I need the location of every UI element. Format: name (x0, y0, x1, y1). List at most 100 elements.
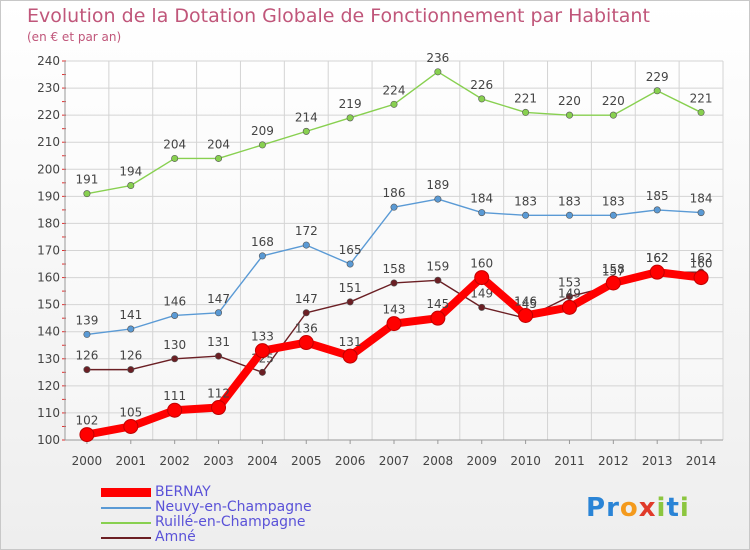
data-point (609, 111, 617, 119)
data-label: 184 (690, 192, 713, 206)
legend-swatch-ruille (101, 521, 151, 524)
data-label: 184 (470, 192, 493, 206)
data-label: 133 (251, 330, 274, 344)
data-point (653, 206, 661, 214)
data-label: 160 (690, 257, 713, 271)
y-tick-label: 160 (37, 271, 60, 285)
data-label: 186 (383, 186, 406, 200)
data-point (478, 95, 486, 103)
data-point (653, 87, 661, 95)
data-label: 131 (207, 335, 230, 349)
data-point (386, 316, 402, 332)
data-label: 214 (295, 110, 318, 124)
data-label: 226 (470, 78, 493, 92)
x-tick-label: 2011 (554, 454, 585, 468)
data-point (474, 270, 490, 286)
x-tick-label: 2001 (116, 454, 147, 468)
logo-letter: P (586, 493, 607, 523)
data-label: 111 (163, 389, 186, 403)
data-point (346, 260, 354, 268)
data-point (649, 264, 665, 280)
data-point (609, 211, 617, 219)
data-point (127, 325, 135, 333)
data-point (434, 68, 442, 76)
legend-label-bernay: BERNAY (155, 484, 211, 500)
data-label: 220 (558, 94, 581, 108)
data-label: 236 (426, 51, 449, 65)
y-tick-label: 170 (37, 244, 60, 258)
data-point (83, 366, 91, 374)
data-label: 194 (119, 165, 142, 179)
data-label: 162 (646, 251, 669, 265)
y-tick-label: 150 (37, 298, 60, 312)
y-tick-label: 120 (37, 379, 60, 393)
data-label: 224 (383, 83, 406, 97)
data-label: 172 (295, 224, 318, 238)
data-label: 153 (558, 276, 581, 290)
data-label: 185 (646, 189, 669, 203)
data-label: 209 (251, 124, 274, 138)
data-point (123, 418, 139, 434)
data-label: 130 (163, 338, 186, 352)
data-point (127, 366, 135, 374)
x-tick-label: 2000 (72, 454, 103, 468)
y-tick-label: 140 (37, 325, 60, 339)
data-point (390, 100, 398, 108)
data-label: 229 (646, 70, 669, 84)
y-tick-label: 220 (37, 108, 60, 122)
x-tick-label: 2005 (291, 454, 322, 468)
y-tick-label: 190 (37, 189, 60, 203)
legend-swatch-neuvy (101, 506, 151, 509)
x-tick-label: 2009 (466, 454, 497, 468)
y-tick-label: 230 (37, 81, 60, 95)
data-label: 145 (426, 297, 449, 311)
series-ruill-en-champagne: 191 194 204 204 209 214 219 224 236 226 221 220 220 2… (75, 51, 713, 198)
chart-subtitle: (en € et par an) (27, 30, 122, 44)
data-label: 131 (339, 335, 362, 349)
y-tick-label: 100 (37, 433, 60, 447)
data-label: 221 (690, 91, 713, 105)
x-tick-label: 2003 (203, 454, 234, 468)
x-tick-label: 2010 (510, 454, 541, 468)
data-label: 183 (558, 194, 581, 208)
data-label: 158 (383, 262, 406, 276)
data-label: 160 (470, 257, 493, 271)
data-point (215, 309, 223, 317)
data-point (693, 270, 709, 286)
data-label: 162 (646, 251, 669, 265)
data-label: 146 (514, 294, 537, 308)
x-tick-label: 2008 (423, 454, 454, 468)
data-point (434, 276, 442, 284)
data-label: 221 (514, 91, 537, 105)
logo-letter: o (619, 493, 639, 523)
data-point (83, 330, 91, 338)
data-label: 141 (119, 308, 142, 322)
data-point (342, 348, 358, 364)
x-tick-label: 2006 (335, 454, 366, 468)
series-neuvy-en-champagne: 139 141 146 147 168 172 165 186 189 184 183 183 183 1… (75, 178, 713, 338)
data-label: 168 (251, 235, 274, 249)
data-point (302, 241, 310, 249)
data-point (258, 141, 266, 149)
data-label: 105 (119, 405, 142, 419)
data-point (79, 427, 95, 443)
data-label: 189 (426, 178, 449, 192)
x-tick-label: 2014 (686, 454, 717, 468)
data-point (434, 195, 442, 203)
data-point (430, 310, 446, 326)
data-point (478, 209, 486, 217)
logo-letter: t (666, 493, 680, 523)
data-point (390, 279, 398, 287)
x-tick-label: 2002 (159, 454, 190, 468)
data-label: 149 (470, 286, 493, 300)
data-point (254, 343, 270, 359)
data-label: 204 (207, 137, 230, 151)
data-point (211, 400, 227, 416)
data-point (565, 293, 573, 301)
data-label: 147 (207, 292, 230, 306)
data-point (215, 154, 223, 162)
x-tick-label: 2012 (598, 454, 629, 468)
x-tick-label: 2013 (642, 454, 673, 468)
legend-swatch-amne (101, 536, 151, 539)
